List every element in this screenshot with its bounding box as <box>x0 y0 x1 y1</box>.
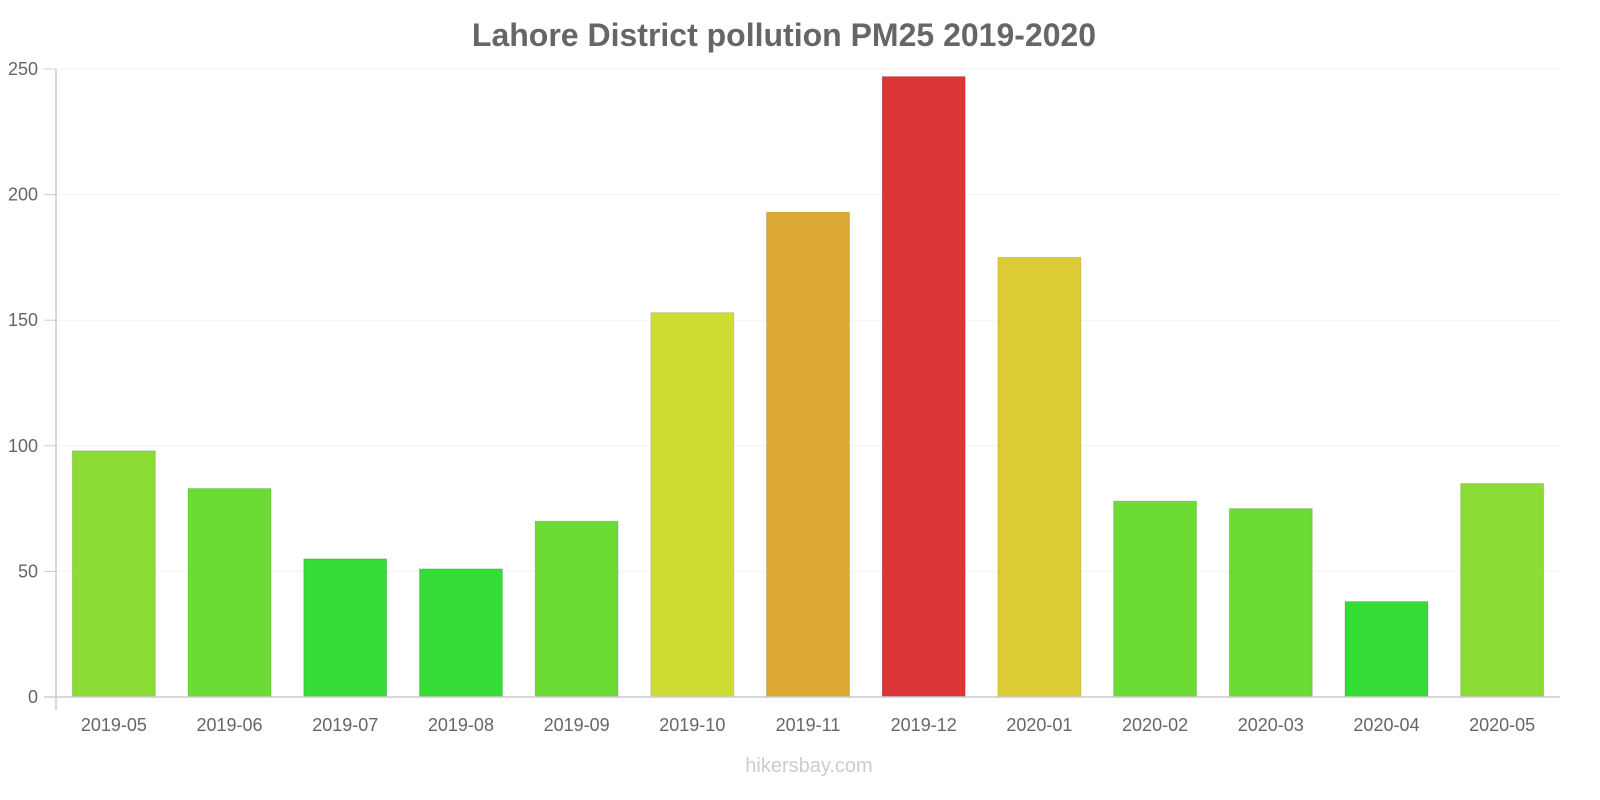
y-tick-labels: 0 50 100 150 200 250 <box>8 59 56 707</box>
bar-2019-09[interactable] <box>534 520 619 698</box>
bar-2020-05[interactable] <box>1460 482 1545 698</box>
x-tick-label: 2019-06 <box>197 715 263 735</box>
y-tick-label: 250 <box>8 59 38 79</box>
bar-2019-10[interactable] <box>650 312 735 698</box>
y-tick-label: 50 <box>18 561 38 581</box>
x-tick-label: 2019-10 <box>659 715 725 735</box>
x-tick-label: 2020-05 <box>1469 715 1535 735</box>
x-tick-label: 2020-03 <box>1238 715 1304 735</box>
x-tick-label: 2019-09 <box>544 715 610 735</box>
x-tick-label: 2020-01 <box>1006 715 1072 735</box>
x-tick-label: 2019-08 <box>428 715 494 735</box>
bar-2020-02[interactable] <box>1113 500 1198 698</box>
x-tick-label: 2020-04 <box>1353 715 1419 735</box>
x-tick-label: 2020-02 <box>1122 715 1188 735</box>
bar-2019-12[interactable] <box>881 76 966 698</box>
x-tick-label: 2019-07 <box>312 715 378 735</box>
x-tick-label: 2019-11 <box>776 715 841 735</box>
x-tick-labels: 2019-05 2019-06 2019-07 2019-08 2019-09 2019-… <box>81 715 1535 735</box>
bar-2019-05[interactable] <box>71 450 156 698</box>
bar-2019-07[interactable] <box>303 558 388 698</box>
y-tick-label: 100 <box>8 436 38 456</box>
chart-title: Lahore District pollution PM25 2019-2020 <box>472 17 1096 53</box>
bar-2019-11[interactable] <box>766 211 850 698</box>
bar-2020-01[interactable] <box>997 256 1082 698</box>
x-tick-label: 2019-12 <box>891 715 957 735</box>
bar-2019-08[interactable] <box>418 568 503 698</box>
bars <box>71 76 1545 698</box>
bar-2020-03[interactable] <box>1228 508 1313 698</box>
bar-2019-06[interactable] <box>187 488 272 698</box>
bar-2020-04[interactable] <box>1344 601 1429 698</box>
y-tick-label: 150 <box>8 310 38 330</box>
x-tick-label: 2019-05 <box>81 715 147 735</box>
y-tick-label: 0 <box>28 687 38 707</box>
watermark: hikersbay.com <box>745 755 872 777</box>
y-tick-label: 200 <box>8 185 38 205</box>
